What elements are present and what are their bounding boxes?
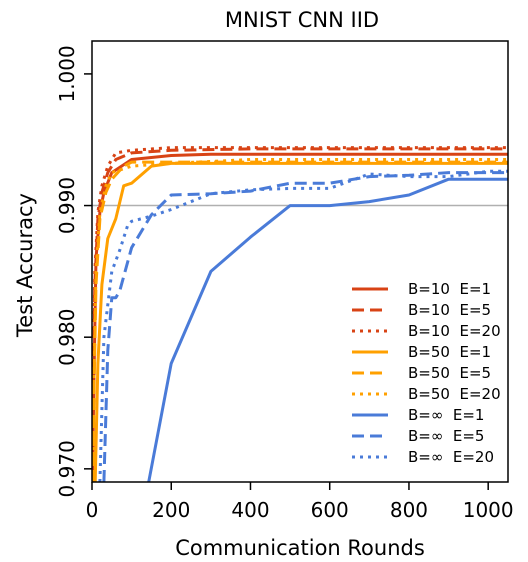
- y-tick-label: 0.990: [55, 177, 79, 234]
- series-line-6: [92, 158, 508, 482]
- legend-label-2: B=10 E=5: [408, 301, 491, 319]
- series-line-7: [147, 177, 508, 482]
- series-line-9: [98, 169, 508, 482]
- x-tick-label: 1000: [463, 498, 514, 522]
- x-tick-label: 800: [390, 498, 428, 522]
- y-tick-label: 1.000: [55, 45, 79, 102]
- legend: B=10 E=1 B=10 E=5 B=10 E=20 B=50 E=1 B=50 E=…: [352, 280, 501, 466]
- plot-frame: [91, 40, 509, 483]
- y-tick-label: 0.970: [55, 440, 79, 497]
- legend-label-1: B=10 E=1: [408, 280, 491, 298]
- legend-label-8: B=∞ E=5: [408, 427, 484, 445]
- x-tick-label: 200: [152, 498, 190, 522]
- legend-label-6: B=50 E=20: [408, 385, 501, 403]
- x-axis-title: Communication Rounds: [175, 536, 425, 560]
- legend-label-3: B=10 E=20: [408, 322, 501, 340]
- legend-label-4: B=50 E=1: [408, 343, 491, 361]
- x-axis: 0 200 400 600 800 1000: [86, 482, 514, 522]
- x-tick-label: 0: [86, 498, 99, 522]
- y-axis-title: Test Accuracy: [13, 193, 37, 338]
- x-tick-label: 400: [231, 498, 269, 522]
- y-axis: 0.970 0.980 0.990 1.000: [55, 45, 92, 497]
- y-tick-label: 0.980: [55, 309, 79, 366]
- series-layer: [92, 146, 508, 482]
- x-tick-label: 600: [311, 498, 349, 522]
- legend-label-5: B=50 E=5: [408, 364, 491, 382]
- series-line-5: [92, 160, 508, 482]
- legend-label-7: B=∞ E=1: [408, 406, 484, 424]
- series-line-8: [102, 171, 508, 482]
- chart-title: MNIST CNN IID: [225, 8, 379, 32]
- legend-label-9: B=∞ E=20: [408, 448, 494, 466]
